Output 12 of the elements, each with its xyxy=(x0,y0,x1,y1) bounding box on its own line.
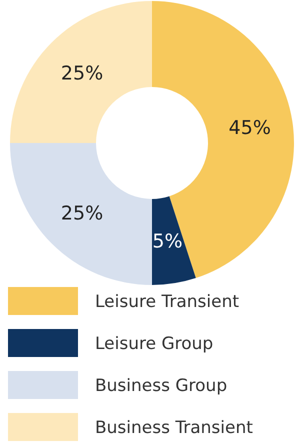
data-label: 25% xyxy=(60,62,104,85)
legend-label: Business Transient xyxy=(95,418,254,438)
data-label: 45% xyxy=(228,117,271,140)
legend-label: Business Group xyxy=(95,376,228,396)
donut-slice xyxy=(152,1,294,278)
data-label: 25% xyxy=(60,202,104,225)
donut-slice xyxy=(10,1,152,143)
legend-label: Leisure Transient xyxy=(95,292,240,312)
legend-label: Leisure Group xyxy=(95,334,214,354)
donut-slice xyxy=(152,196,196,285)
data-label: 5% xyxy=(152,230,183,252)
donut-slice xyxy=(10,143,152,285)
